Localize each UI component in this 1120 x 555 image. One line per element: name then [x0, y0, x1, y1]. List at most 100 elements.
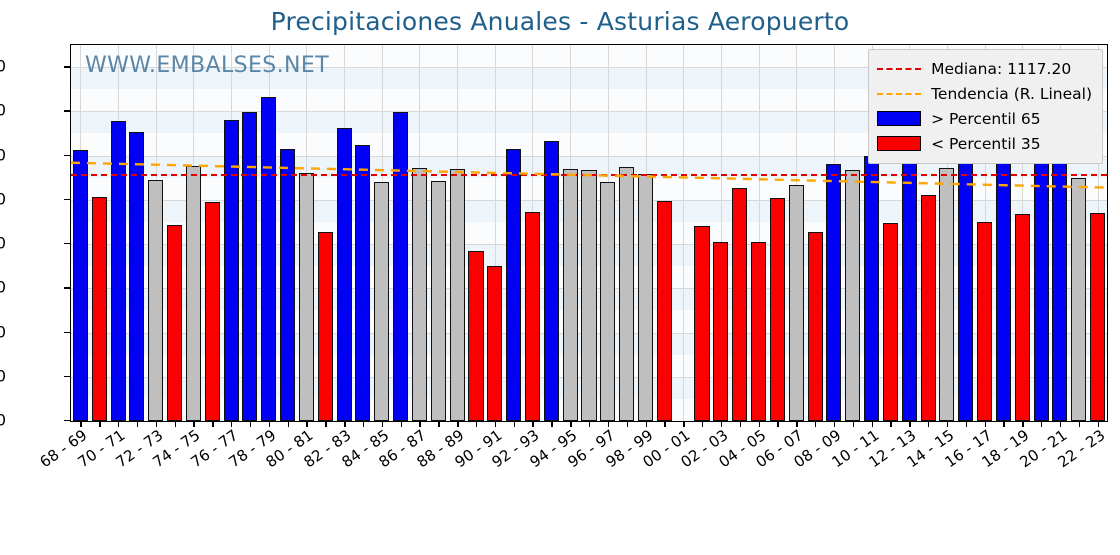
y-axis-tick-mark: [64, 66, 70, 68]
trend-line: [71, 161, 1107, 189]
y-axis-tick-mark: [64, 198, 70, 201]
x-axis-tick-mark: [1078, 422, 1081, 427]
x-axis-tick-mark: [909, 422, 911, 427]
bar: [732, 187, 748, 421]
x-axis-tick-mark: [607, 422, 610, 427]
x-axis-tick-mark: [796, 422, 798, 427]
gridline-horizontal: [71, 111, 1107, 113]
y-axis-tick-mark: [64, 154, 70, 156]
bar: [920, 195, 936, 421]
legend-label: Mediana: 1117.20: [931, 59, 1072, 78]
bar: [280, 148, 296, 421]
x-axis-tick-mark: [532, 422, 534, 427]
y-axis-tick-mark: [64, 420, 70, 422]
gridline-vertical: [720, 45, 722, 421]
bar: [619, 166, 635, 421]
x-axis-tick-mark: [815, 422, 817, 427]
x-axis-tick-mark: [419, 422, 421, 427]
bar: [581, 169, 597, 421]
bar: [845, 169, 861, 421]
x-axis-tick-mark: [287, 422, 289, 427]
y-axis-tick-label: 0: [0, 410, 6, 430]
bar: [223, 120, 239, 421]
x-axis-tick-mark: [268, 422, 271, 427]
x-axis-tick-mark: [1041, 422, 1043, 427]
bar: [977, 221, 993, 421]
bar: [750, 241, 767, 421]
bar: [261, 96, 277, 421]
x-axis-tick-mark: [965, 422, 968, 427]
x-axis-tick-mark: [344, 422, 346, 427]
chart-title: Precipitaciones Anuales - Asturias Aerop…: [270, 7, 850, 36]
bar: [506, 148, 522, 421]
x-axis-tick-mark: [871, 422, 873, 427]
legend-item: Tendencia (R. Lineal): [877, 81, 1092, 106]
x-axis-tick-mark: [626, 422, 629, 427]
x-axis-tick-mark: [551, 422, 553, 427]
y-axis-tick-label: 400: [0, 322, 6, 342]
bar: [487, 266, 503, 421]
bar: [129, 132, 145, 421]
x-axis-tick-mark: [1022, 422, 1024, 427]
y-axis-tick-mark: [64, 287, 70, 289]
x-axis-tick-mark: [702, 422, 704, 427]
x-axis-tick-mark: [513, 422, 516, 427]
y-axis-tick-label: 600: [0, 277, 6, 297]
bar: [374, 182, 390, 421]
bar: [543, 141, 559, 421]
y-axis-tick-mark: [64, 375, 70, 378]
x-axis-tick-mark: [381, 422, 384, 427]
x-axis-tick-mark: [890, 422, 892, 427]
bar: [72, 150, 88, 421]
x-axis-tick-mark: [494, 422, 497, 427]
legend-item: > Percentil 65: [877, 106, 1092, 131]
y-axis-tick-label: 1400: [0, 100, 6, 120]
x-axis-tick-mark: [99, 422, 101, 427]
x-axis-tick-mark: [946, 422, 949, 427]
bar: [167, 225, 183, 421]
x-axis-tick-mark: [777, 422, 779, 427]
legend-item: Mediana: 1117.20: [877, 56, 1092, 81]
bar: [788, 185, 804, 421]
bar: [468, 250, 484, 421]
x-axis-tick-mark: [249, 422, 252, 427]
x-axis-tick-mark: [362, 422, 365, 427]
legend-dash-icon: [877, 92, 922, 95]
gridline-vertical: [494, 45, 496, 421]
gridline-vertical: [758, 45, 760, 421]
bar: [411, 167, 427, 421]
bar: [807, 231, 823, 421]
bar: [336, 127, 352, 421]
x-axis-tick-mark: [664, 422, 666, 427]
bar: [148, 179, 164, 421]
gridline-horizontal: [71, 67, 1107, 69]
bar: [656, 200, 672, 421]
y-axis-tick-label: 1200: [0, 145, 6, 165]
bar: [562, 168, 578, 421]
x-axis-tick-mark: [155, 422, 158, 427]
x-axis-tick-mark: [118, 422, 120, 427]
bar: [600, 182, 616, 421]
plot-area: WWW.EMBALSES.NET Mediana: 1117.20 Tendenc…: [70, 44, 1108, 422]
x-axis-tick-mark: [231, 422, 233, 427]
bar: [449, 168, 465, 421]
chart-figure: Precipitaciones Anuales - Asturias Aerop…: [0, 7, 1108, 471]
x-axis-tick-mark: [136, 422, 139, 427]
gridline-horizontal: [71, 155, 1107, 157]
bar: [694, 226, 710, 421]
x-axis-tick-mark: [174, 422, 176, 427]
bar: [430, 181, 446, 421]
bar: [882, 223, 898, 421]
y-axis-tick-mark: [64, 331, 70, 333]
bar: [1071, 177, 1087, 421]
x-axis-tick-mark: [758, 422, 760, 427]
bar: [939, 167, 955, 421]
x-axis-tick-mark: [739, 422, 742, 427]
x-axis-tick-mark: [645, 422, 647, 427]
legend-label: > Percentil 65: [931, 109, 1041, 128]
bar: [317, 231, 333, 421]
bar: [185, 165, 201, 421]
x-axis-tick-mark: [325, 422, 327, 427]
bar: [713, 241, 729, 421]
x-axis-tick-mark: [306, 422, 308, 427]
